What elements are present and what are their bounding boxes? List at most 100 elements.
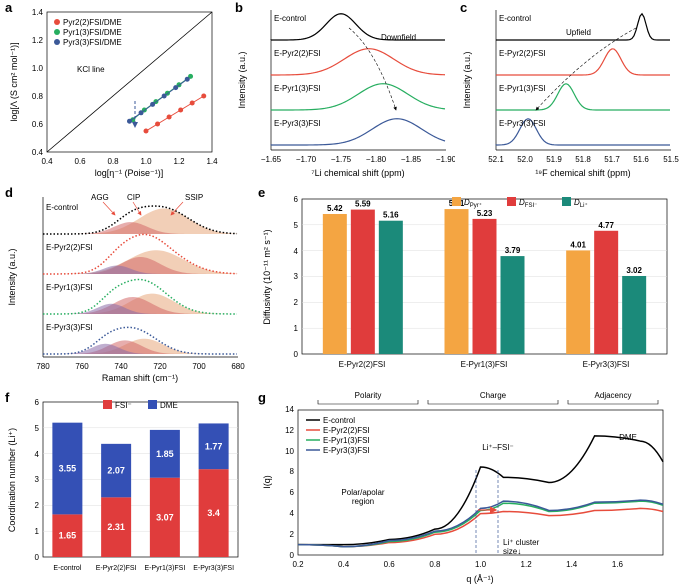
svg-text:0.2: 0.2 xyxy=(292,560,304,569)
svg-text:Downfield: Downfield xyxy=(381,33,416,42)
svg-text:1.0: 1.0 xyxy=(140,157,152,166)
panel-d: d E-controlE-Pyr2(2)FSIE-Pyr1(3)FSIE-Pyr… xyxy=(5,185,250,385)
panel-b: b E-controlE-Pyr2(2)FSIE-Pyr1(3)FSIE-Pyr… xyxy=(235,0,455,180)
svg-text:3.55: 3.55 xyxy=(59,464,77,474)
svg-text:780: 780 xyxy=(36,362,50,371)
chart-a: KCl line 0.4 0.6 0.8 1.0 1.2 1.4 0.4 0.6… xyxy=(5,0,225,180)
legend-g: E-control E-Pyr2(2)FSI E-Pyr1(3)FSI E-Py… xyxy=(306,416,370,455)
svg-text:680: 680 xyxy=(231,362,245,371)
svg-text:3.79: 3.79 xyxy=(505,246,521,255)
svg-text:Adjacency: Adjacency xyxy=(595,391,632,400)
svg-text:E-Pyr2(2)FSI: E-Pyr2(2)FSI xyxy=(274,49,321,58)
svg-text:4.01: 4.01 xyxy=(570,240,586,249)
panel-a: a KCl line 0.4 0.6 0.8 1.0 1.2 1.4 0.4 0… xyxy=(5,0,225,180)
svg-text:2.31: 2.31 xyxy=(107,522,125,532)
svg-text:1.0: 1.0 xyxy=(32,64,44,73)
svg-text:10: 10 xyxy=(285,447,294,456)
svg-text:0.8: 0.8 xyxy=(107,157,119,166)
svg-text:0: 0 xyxy=(294,350,299,359)
svg-text:5.23: 5.23 xyxy=(477,209,493,218)
label-b: b xyxy=(235,0,243,15)
svg-text:4: 4 xyxy=(290,509,295,518)
svg-text:Raman shift (cm⁻¹): Raman shift (cm⁻¹) xyxy=(102,373,178,383)
svg-text:3.02: 3.02 xyxy=(626,266,642,275)
svg-text:DME: DME xyxy=(619,433,637,442)
svg-text:51.7: 51.7 xyxy=(604,155,620,164)
svg-text:51.8: 51.8 xyxy=(575,155,591,164)
svg-text:−1.70: −1.70 xyxy=(296,155,317,164)
svg-text:E-Pyr1(3)FSI: E-Pyr1(3)FSI xyxy=(144,565,185,572)
svg-text:E-Pyr1(3)FSI: E-Pyr1(3)FSI xyxy=(461,360,508,369)
svg-text:51.5: 51.5 xyxy=(663,155,679,164)
svg-text:E-Pyr1(3)FSI: E-Pyr1(3)FSI xyxy=(499,84,546,93)
svg-text:E-Pyr2(2)FSI: E-Pyr2(2)FSI xyxy=(499,49,546,58)
svg-text:Pyr1(3)FSI/DME: Pyr1(3)FSI/DME xyxy=(63,28,122,37)
svg-text:1.6: 1.6 xyxy=(612,560,624,569)
chart-d: E-controlE-Pyr2(2)FSIE-Pyr1(3)FSIE-Pyr3(… xyxy=(5,185,250,385)
svg-text:E-Pyr3(3)FSI: E-Pyr3(3)FSI xyxy=(46,323,93,332)
svg-text:E-Pyr3(3)FSI: E-Pyr3(3)FSI xyxy=(274,119,321,128)
svg-text:E-control: E-control xyxy=(323,416,355,425)
svg-text:E-Pyr1(3)FSI: E-Pyr1(3)FSI xyxy=(274,84,321,93)
svg-text:SSIP: SSIP xyxy=(185,193,203,202)
svg-text:0.8: 0.8 xyxy=(429,560,441,569)
legend-a: Pyr2(2)FSI/DME Pyr1(3)FSI/DME Pyr3(3)FSI… xyxy=(54,18,122,47)
svg-text:1.0: 1.0 xyxy=(475,560,487,569)
svg-text:E-Pyr1(3)FSI: E-Pyr1(3)FSI xyxy=(323,436,370,445)
panel-c: c E-controlE-Pyr2(2)FSIE-Pyr1(3)FSIE-Pyr… xyxy=(460,0,680,180)
panel-e: e 5.425.595.165.615.233.794.014.773.02 0… xyxy=(258,185,678,385)
svg-text:740: 740 xyxy=(114,362,128,371)
svg-text:12: 12 xyxy=(285,426,294,435)
svg-text:8: 8 xyxy=(290,467,295,476)
svg-text:0.4: 0.4 xyxy=(32,148,44,157)
svg-text:AGG: AGG xyxy=(91,193,109,202)
svg-text:Upfield: Upfield xyxy=(566,28,591,37)
svg-text:3: 3 xyxy=(294,272,299,281)
svg-text:6: 6 xyxy=(290,488,295,497)
svg-text:2: 2 xyxy=(294,298,299,307)
svg-text:720: 720 xyxy=(153,362,167,371)
svg-text:Polar/apolarregion: Polar/apolarregion xyxy=(341,488,384,506)
svg-text:E-Pyr3(3)FSI: E-Pyr3(3)FSI xyxy=(193,565,234,572)
svg-text:Pyr3(3)FSI/DME: Pyr3(3)FSI/DME xyxy=(63,38,122,47)
svg-text:E-Pyr2(2)FSI: E-Pyr2(2)FSI xyxy=(96,565,137,572)
svg-text:−1.80: −1.80 xyxy=(366,155,387,164)
svg-text:0.6: 0.6 xyxy=(384,560,396,569)
svg-text:E-Pyr2(2)FSI: E-Pyr2(2)FSI xyxy=(339,360,386,369)
svg-text:−1.90: −1.90 xyxy=(436,155,455,164)
svg-text:52.0: 52.0 xyxy=(517,155,533,164)
svg-text:4: 4 xyxy=(35,450,40,459)
svg-text:0.6: 0.6 xyxy=(74,157,86,166)
svg-text:3: 3 xyxy=(35,475,40,484)
svg-text:DME: DME xyxy=(160,401,178,410)
svg-text:E-control: E-control xyxy=(499,14,531,23)
svg-text:log[η⁻¹ (Poise⁻¹)]: log[η⁻¹ (Poise⁻¹)] xyxy=(95,168,164,178)
svg-text:5.59: 5.59 xyxy=(355,200,371,209)
svg-text:0.6: 0.6 xyxy=(32,120,44,129)
svg-text:5: 5 xyxy=(35,424,40,433)
svg-text:5: 5 xyxy=(294,221,299,230)
svg-text:−1.65: −1.65 xyxy=(261,155,282,164)
kcl-label: KCl line xyxy=(77,65,105,74)
svg-text:52.1: 52.1 xyxy=(488,155,504,164)
svg-text:E-control: E-control xyxy=(46,203,78,212)
svg-text:E-Pyr3(3)FSI: E-Pyr3(3)FSI xyxy=(499,119,546,128)
svg-text:1.4: 1.4 xyxy=(206,157,218,166)
svg-text:2: 2 xyxy=(35,501,40,510)
svg-text:14: 14 xyxy=(285,405,294,414)
svg-text:2.07: 2.07 xyxy=(107,466,125,476)
svg-text:1: 1 xyxy=(35,527,40,536)
label-g: g xyxy=(258,390,266,405)
svg-text:5.16: 5.16 xyxy=(383,211,399,220)
svg-text:Coordination number (Li⁺): Coordination number (Li⁺) xyxy=(7,428,17,532)
svg-text:1.77: 1.77 xyxy=(205,441,223,451)
svg-text:log[Λ (S cm² mol⁻¹)]: log[Λ (S cm² mol⁻¹)] xyxy=(9,42,19,121)
svg-text:1: 1 xyxy=(294,324,299,333)
chart-b: E-controlE-Pyr2(2)FSIE-Pyr1(3)FSIE-Pyr3(… xyxy=(235,0,455,180)
svg-text:E-Pyr3(3)FSI: E-Pyr3(3)FSI xyxy=(583,360,630,369)
svg-text:CIP: CIP xyxy=(127,193,140,202)
svg-text:2: 2 xyxy=(290,530,295,539)
svg-text:q (Å⁻¹): q (Å⁻¹) xyxy=(466,574,493,584)
label-a: a xyxy=(5,0,12,15)
svg-text:3.07: 3.07 xyxy=(156,512,174,522)
